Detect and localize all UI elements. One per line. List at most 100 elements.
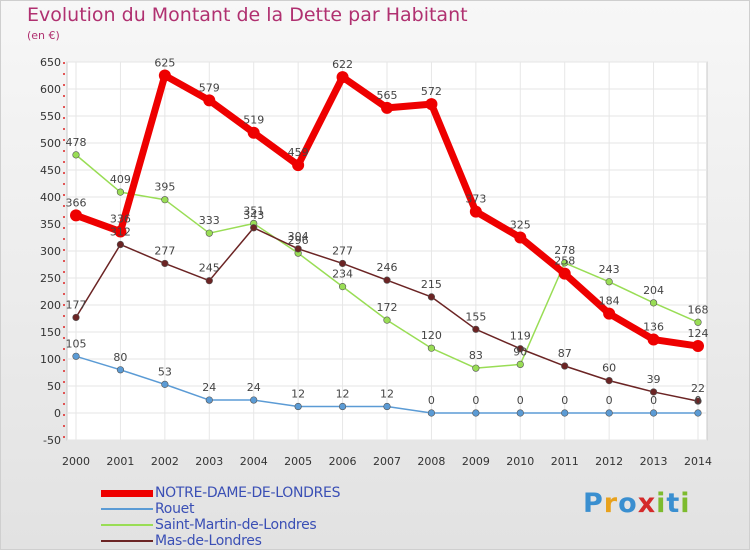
legend-swatch-rouet (101, 508, 153, 510)
data-point (338, 259, 347, 268)
legend-label: Saint-Martin-de-Londres (155, 517, 317, 533)
data-point (558, 267, 571, 280)
data-point (605, 409, 613, 417)
x-tick-label: 2005 (284, 455, 312, 468)
data-label: 12 (336, 388, 350, 401)
y-tick-label: 50 (47, 380, 61, 393)
data-point (158, 69, 171, 82)
data-label: 24 (247, 381, 261, 394)
data-point (161, 380, 169, 388)
data-point (116, 188, 125, 196)
data-label: 184 (599, 295, 620, 308)
data-label: 245 (199, 262, 220, 275)
data-label: 246 (377, 261, 398, 274)
data-label: 234 (332, 268, 353, 281)
data-point (383, 402, 391, 411)
x-tick-label: 2001 (106, 455, 134, 468)
y-tick-label: 400 (40, 191, 61, 204)
brand-letter: i (680, 488, 691, 519)
data-label: 277 (154, 244, 175, 257)
legend-swatch-notre-dame (101, 489, 153, 497)
y-tick-label: 450 (40, 164, 61, 177)
brand-logo: Proxiti (583, 488, 691, 519)
data-point (603, 307, 616, 320)
data-label: 277 (332, 244, 353, 257)
data-point (72, 313, 80, 322)
data-point (516, 345, 524, 353)
y-tick-label: 0 (54, 407, 61, 420)
data-label: 519 (243, 114, 264, 127)
x-tick-label: 2013 (640, 455, 668, 468)
legend-label: Rouet (155, 501, 195, 517)
data-label: 625 (154, 57, 175, 70)
data-label: 278 (554, 244, 575, 257)
data-label: 120 (421, 329, 442, 342)
data-point (516, 409, 524, 417)
data-label: 333 (199, 214, 220, 227)
data-label: 243 (599, 263, 620, 276)
data-label: 478 (66, 136, 87, 149)
data-point (116, 366, 125, 374)
data-point (383, 276, 391, 284)
data-label: 0 (695, 394, 702, 407)
data-label: 258 (554, 255, 575, 268)
x-tick-label: 2014 (684, 455, 712, 468)
y-tick-label: 200 (40, 299, 61, 312)
data-label: 459 (288, 146, 309, 159)
data-point (292, 159, 305, 172)
data-point (694, 318, 702, 326)
data-label: 572 (421, 85, 442, 98)
data-point (561, 362, 569, 370)
data-point (649, 299, 658, 307)
data-point (205, 396, 213, 404)
data-point (294, 402, 302, 411)
data-label: 343 (243, 209, 264, 222)
data-label: 119 (510, 330, 531, 343)
data-point (114, 225, 127, 238)
data-label: 325 (510, 219, 531, 232)
y-tick-label: 150 (40, 326, 61, 339)
y-tick-label: 500 (40, 137, 61, 150)
data-point (694, 409, 702, 417)
x-tick-label: 2012 (595, 455, 623, 468)
y-tick-label: 350 (40, 218, 61, 231)
data-label: 579 (199, 81, 220, 94)
data-label: 177 (66, 298, 87, 311)
data-point (425, 98, 438, 111)
data-point (472, 325, 480, 333)
data-point (427, 344, 436, 352)
x-tick-label: 2008 (417, 455, 445, 468)
data-point (205, 229, 213, 237)
brand-letter: i (656, 488, 667, 519)
y-tick-label: 550 (40, 110, 61, 123)
data-label: 124 (688, 327, 709, 340)
data-point (516, 360, 524, 369)
x-tick-label: 2010 (506, 455, 534, 468)
data-point (694, 397, 702, 405)
data-label: 80 (113, 351, 127, 364)
data-label: 22 (691, 382, 705, 395)
data-point (250, 224, 258, 232)
data-point (161, 196, 169, 204)
data-point (72, 151, 80, 159)
data-label: 351 (243, 204, 264, 217)
data-label: 0 (606, 394, 613, 407)
data-point (294, 245, 302, 253)
brand-letter: x (637, 488, 657, 519)
y-tick-label: 650 (40, 56, 61, 69)
data-label: 204 (643, 284, 664, 297)
data-label: 155 (465, 310, 486, 323)
data-label: 105 (66, 337, 87, 350)
data-point (472, 409, 480, 417)
data-point (205, 277, 213, 285)
data-label: 395 (154, 181, 175, 194)
data-label: 0 (650, 394, 657, 407)
data-label: 24 (202, 381, 216, 394)
x-tick-label: 2011 (551, 455, 579, 468)
data-label: 0 (428, 394, 435, 407)
data-point (514, 231, 527, 244)
data-label: 12 (291, 388, 305, 401)
data-label: 215 (421, 278, 442, 291)
x-tick-label: 2004 (240, 455, 268, 468)
